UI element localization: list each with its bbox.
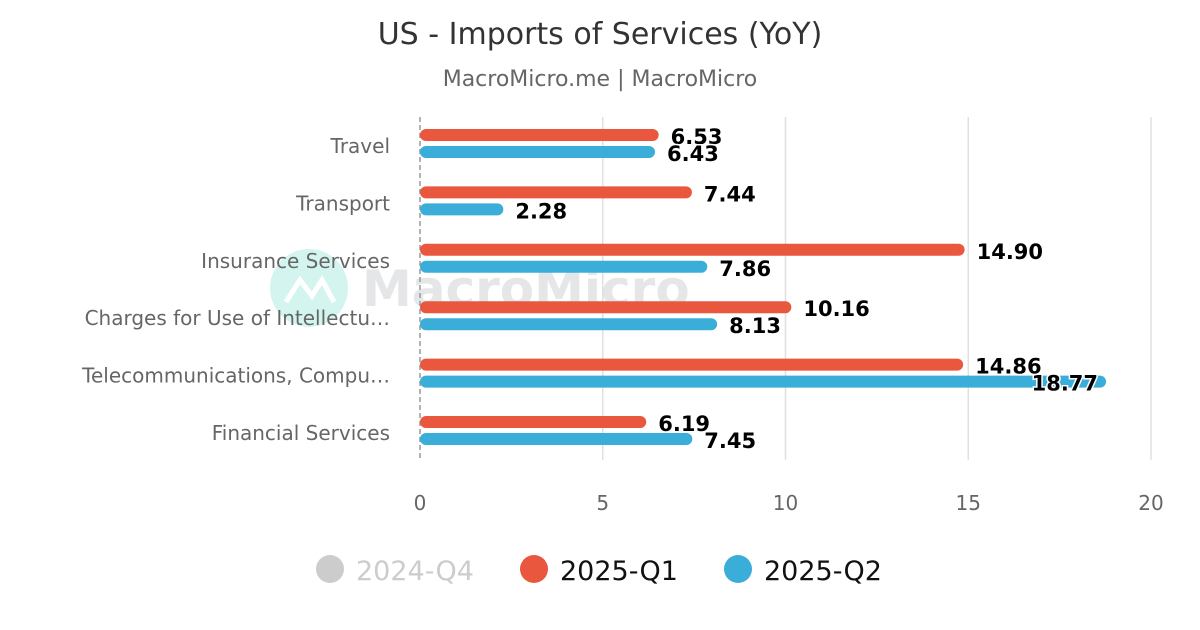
data-label: 6.19 — [658, 412, 710, 436]
category-label: Financial Services — [212, 421, 390, 445]
legend-marker — [316, 555, 344, 583]
bar — [420, 433, 693, 445]
bar — [420, 129, 659, 141]
bar — [420, 186, 692, 199]
data-label: 7.86 — [719, 257, 771, 281]
grid: 0 5 10 15 20 — [414, 117, 1164, 515]
bars: Travel 6.536.43 Transport 7.44 2.28 Insurance… — [81, 124, 1107, 455]
legend-label: 2024-Q4 — [356, 556, 474, 587]
data-label: 18.77 — [1032, 372, 1098, 396]
x-tick-label: 15 — [956, 491, 981, 515]
category-label: Charges for Use of Intellectu… — [85, 306, 390, 330]
bar — [420, 375, 1107, 388]
legend-label: 2025-Q2 — [764, 556, 882, 587]
watermark-chart-line-icon — [283, 275, 337, 304]
data-label: 6.53 — [671, 125, 723, 149]
legend-marker — [724, 555, 752, 583]
category-label: Telecommunications, Compu… — [81, 364, 390, 388]
bar — [420, 243, 965, 256]
x-tick-label: 0 — [414, 491, 427, 515]
data-label: 2.28 — [515, 199, 567, 223]
legend-label: 2025-Q1 — [560, 556, 678, 587]
data-label: 6.43 — [667, 142, 719, 166]
chart-subtitle: MacroMicro.me | MacroMicro — [443, 67, 758, 92]
data-label: 7.44 — [704, 182, 756, 206]
x-tick-label: 20 — [1138, 491, 1163, 515]
legend: 2024-Q4 2025-Q1 2025-Q2 — [316, 555, 882, 587]
bar — [420, 416, 647, 428]
bar — [420, 358, 964, 371]
category-label: Transport — [295, 191, 390, 215]
legend-marker — [520, 555, 548, 583]
data-label: 8.13 — [729, 314, 781, 338]
chart-title: US - Imports of Services (YoY) — [378, 17, 823, 52]
bar — [420, 301, 792, 314]
bar — [420, 260, 708, 273]
data-label: 7.45 — [704, 429, 756, 453]
bar — [420, 318, 718, 331]
x-tick-label: 10 — [773, 491, 798, 515]
bar — [420, 146, 656, 158]
bar — [420, 203, 504, 216]
data-label: 14.90 — [977, 240, 1043, 264]
category-label: Insurance Services — [201, 249, 390, 273]
category-label: Travel — [330, 134, 390, 158]
data-label: 10.16 — [803, 297, 869, 321]
x-tick-label: 5 — [596, 491, 609, 515]
